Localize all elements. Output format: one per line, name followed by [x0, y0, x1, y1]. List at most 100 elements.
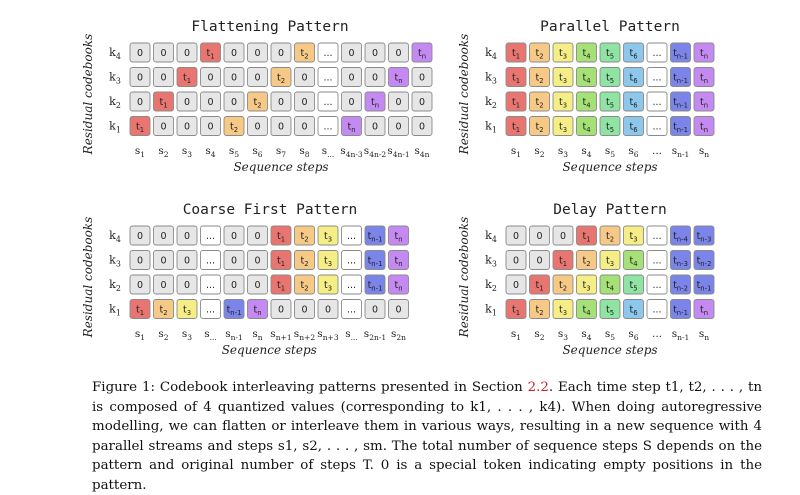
token-cell	[223, 274, 245, 295]
token-cell	[200, 274, 221, 295]
token-label: t1	[277, 231, 285, 244]
token-cell	[294, 250, 315, 270]
section-reference-link[interactable]: 2.2	[527, 380, 549, 395]
token-cell	[176, 67, 198, 87]
step-label: ...	[652, 145, 662, 157]
step-label: s3	[182, 328, 192, 342]
panel-title: Parallel Pattern	[540, 19, 680, 35]
token-cell	[599, 299, 621, 319]
codebook-row: 0 t1 0 0 0 t2 0 0... 0 tn 0 0	[129, 91, 433, 112]
token-label: 0	[231, 48, 237, 59]
token-label: ...	[206, 305, 215, 316]
step-label: s1	[511, 328, 521, 342]
token-cell	[247, 225, 268, 246]
token-cell	[364, 116, 386, 136]
token-cell	[388, 42, 409, 63]
token-label: tn-1	[673, 97, 688, 110]
token-cell	[693, 91, 715, 112]
step-label: s1	[511, 145, 521, 159]
token-cell	[176, 250, 198, 270]
step-label: s...	[322, 145, 335, 159]
token-cell	[270, 299, 292, 319]
token-cell	[294, 225, 315, 246]
token-label: 0	[231, 280, 237, 291]
token-label: 0	[231, 256, 237, 267]
token-cell	[693, 116, 715, 136]
token-cell	[505, 42, 527, 63]
token-label: ...	[206, 231, 215, 242]
token-label: tn	[253, 305, 261, 318]
token-cell	[317, 225, 339, 246]
token-label: 0	[184, 256, 190, 267]
caption-label: Figure 1:	[92, 380, 155, 395]
token-label: 0	[395, 305, 401, 316]
token-label: tn-3	[673, 256, 688, 269]
token-cell	[646, 250, 668, 270]
token-cell	[153, 91, 174, 112]
token-label: t2	[535, 122, 543, 135]
token-cell	[176, 42, 198, 63]
step-label: s6	[628, 328, 638, 342]
token-label: tn	[700, 122, 708, 135]
x-axis-label: Sequence steps	[562, 343, 657, 357]
token-cell	[646, 299, 668, 319]
codebook-row: t1 t2 t3 t4 t5 t6... tn-1 tn	[505, 299, 715, 319]
token-label: tn	[394, 231, 402, 244]
token-cell	[670, 67, 691, 87]
token-cell	[223, 225, 245, 246]
token-cell	[388, 116, 409, 136]
token-label: 0	[372, 48, 378, 59]
token-cell	[529, 225, 550, 246]
token-label: tn-4	[673, 231, 688, 244]
token-cell	[552, 274, 574, 295]
step-label: s...	[345, 328, 358, 342]
token-label: tn	[700, 48, 708, 61]
token-label: ...	[347, 280, 356, 291]
step-label: s3	[558, 328, 568, 342]
token-label: t6	[629, 122, 637, 135]
token-cell	[153, 274, 174, 295]
x-axis-label: Sequence steps	[562, 160, 657, 174]
token-label: t4	[629, 256, 637, 269]
token-label: 0	[348, 97, 354, 108]
token-label: t5	[606, 48, 614, 61]
token-cell	[270, 274, 292, 295]
token-cell	[364, 274, 386, 295]
token-cell	[552, 250, 574, 270]
token-cell	[270, 91, 292, 112]
pattern-panel-2: Parallel Pattern t1 t2 t3 t4 t5 t6... tn-1 tn k4 t…	[457, 19, 715, 174]
step-label: sn	[699, 328, 709, 342]
token-cell	[693, 67, 715, 87]
step-label: s4	[581, 145, 591, 159]
token-label: t2	[300, 231, 308, 244]
token-cell	[153, 299, 174, 319]
token-cell	[693, 274, 715, 295]
codebook-label: k4	[109, 229, 121, 244]
token-cell	[623, 42, 644, 63]
token-label: ...	[323, 48, 332, 59]
token-cell	[200, 91, 221, 112]
token-cell	[200, 299, 221, 319]
token-label: t2	[535, 73, 543, 86]
token-cell	[529, 91, 550, 112]
token-cell	[693, 250, 715, 270]
token-cell	[270, 225, 292, 246]
token-cell	[670, 299, 691, 319]
step-label: s4n-2	[364, 145, 387, 159]
token-label: 0	[207, 97, 213, 108]
token-label: ...	[652, 256, 661, 267]
panel-title: Coarse First Pattern	[183, 202, 358, 218]
token-label: 0	[254, 122, 260, 133]
step-label: s4	[581, 328, 591, 342]
token-cell	[599, 42, 621, 63]
token-label: t1	[559, 256, 567, 269]
token-cell	[623, 67, 644, 87]
token-label: t2	[230, 122, 238, 135]
token-label: t4	[582, 48, 590, 61]
token-label: 0	[137, 231, 143, 242]
token-cell	[294, 274, 315, 295]
token-label: ...	[652, 122, 661, 133]
token-label: 0	[301, 305, 307, 316]
token-label: t3	[559, 305, 567, 318]
